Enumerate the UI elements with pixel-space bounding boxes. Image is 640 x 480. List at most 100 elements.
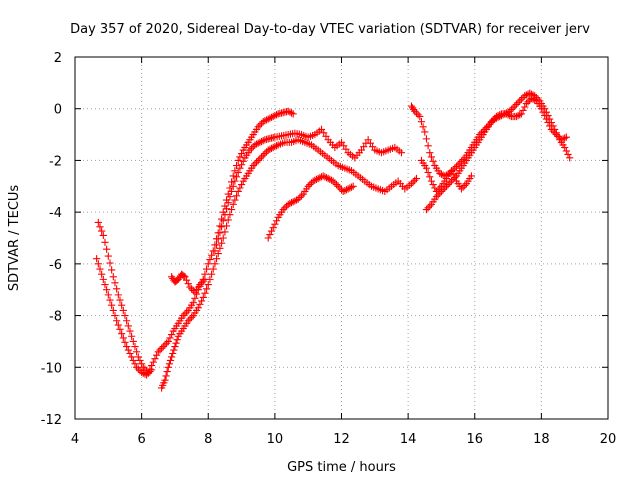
data-point bbox=[194, 304, 202, 312]
data-point-interp bbox=[170, 346, 178, 354]
data-point-interp bbox=[106, 259, 114, 267]
data-point-interp bbox=[124, 346, 132, 354]
data-point-interp bbox=[128, 332, 136, 340]
data-point-interp bbox=[101, 280, 109, 289]
data-point bbox=[516, 97, 524, 105]
data-point-interp bbox=[291, 197, 299, 205]
data-point-interp bbox=[347, 183, 356, 191]
data-point bbox=[229, 172, 237, 180]
data-point bbox=[164, 363, 172, 371]
data-point-interp bbox=[341, 186, 349, 195]
y-tick-label: 0 bbox=[54, 103, 62, 118]
data-point-interp bbox=[141, 370, 149, 378]
x-tick-label: 20 bbox=[600, 432, 617, 447]
data-point-interp bbox=[217, 239, 226, 247]
data-point bbox=[542, 115, 550, 123]
data-point-interp bbox=[103, 245, 111, 253]
data-point bbox=[264, 234, 272, 242]
x-axis-label: GPS time / hours bbox=[287, 460, 396, 475]
data-point bbox=[492, 112, 501, 121]
data-point-interp bbox=[207, 270, 216, 278]
data-point-interp bbox=[446, 179, 454, 187]
data-point-interp bbox=[232, 173, 241, 181]
data-point-interp bbox=[254, 139, 262, 147]
data-point-interp bbox=[187, 313, 196, 321]
data-point-interp bbox=[131, 343, 139, 351]
data-point-interp bbox=[206, 255, 214, 264]
series-track-c bbox=[158, 136, 421, 392]
data-point-interp bbox=[216, 222, 224, 230]
data-point bbox=[324, 174, 332, 183]
y-tick-label: -6 bbox=[49, 258, 62, 273]
data-point-interp bbox=[444, 180, 452, 189]
x-tick-label: 12 bbox=[333, 432, 350, 447]
data-point-interp bbox=[259, 137, 267, 145]
data-point-interp bbox=[312, 175, 321, 183]
data-point-interp bbox=[212, 255, 221, 263]
data-point bbox=[231, 177, 239, 185]
data-point-interp bbox=[101, 238, 109, 246]
data-point-interp bbox=[229, 182, 237, 190]
data-point bbox=[114, 291, 122, 299]
y-tick-label: -8 bbox=[49, 310, 62, 325]
data-point-interp bbox=[163, 339, 171, 347]
data-point-interp bbox=[219, 217, 227, 225]
data-point-interp bbox=[267, 113, 276, 121]
data-point-interp bbox=[247, 144, 256, 152]
data-point-interp bbox=[322, 174, 331, 182]
data-point bbox=[256, 138, 264, 146]
data-point-interp bbox=[409, 178, 417, 186]
data-point-interp bbox=[267, 144, 276, 152]
data-point bbox=[246, 146, 254, 154]
data-point-interp bbox=[454, 161, 462, 169]
data-point-interp bbox=[126, 349, 134, 358]
data-point-interp bbox=[297, 192, 306, 200]
data-point bbox=[254, 123, 262, 131]
data-point-interp bbox=[512, 100, 520, 109]
data-point-interp bbox=[169, 349, 177, 358]
data-point bbox=[304, 182, 312, 190]
y-tick-label: -12 bbox=[41, 413, 62, 428]
data-point bbox=[211, 247, 219, 255]
data-point-interp bbox=[197, 279, 206, 287]
data-point bbox=[108, 301, 116, 309]
data-point-interp bbox=[266, 114, 274, 122]
x-tick-label: 18 bbox=[533, 432, 550, 447]
y-tick-label: -4 bbox=[49, 206, 62, 221]
data-point-interp bbox=[331, 179, 339, 187]
data-point-interp bbox=[267, 227, 276, 235]
data-point bbox=[159, 343, 167, 351]
data-point bbox=[422, 164, 431, 172]
axis-ticks: 4 6 8 10 12 14 16 18 2020-2-4-6-8-10-12 bbox=[41, 51, 617, 447]
data-point bbox=[103, 286, 111, 294]
data-point-interp bbox=[257, 153, 266, 161]
data-point-interp bbox=[551, 129, 559, 137]
data-point-interp bbox=[429, 180, 437, 189]
data-point-interp bbox=[96, 223, 104, 231]
data-point-interp bbox=[172, 339, 180, 347]
data-point-interp bbox=[168, 330, 176, 339]
data-point bbox=[427, 177, 436, 185]
data-point bbox=[561, 143, 569, 152]
y-tick-label: -10 bbox=[41, 361, 62, 376]
data-point-interp bbox=[146, 367, 154, 376]
data-point-interp bbox=[519, 106, 527, 115]
data-point-interp bbox=[227, 205, 236, 214]
data-point bbox=[234, 187, 242, 196]
data-point bbox=[138, 368, 146, 377]
data-point bbox=[259, 118, 267, 126]
data-point bbox=[467, 172, 476, 180]
data-point-interp bbox=[237, 161, 246, 169]
data-point bbox=[517, 110, 525, 118]
data-point-interp bbox=[529, 95, 537, 103]
data-point-interp bbox=[417, 118, 426, 126]
data-point bbox=[537, 105, 545, 113]
data-point-interp bbox=[506, 112, 514, 120]
data-point-interp bbox=[211, 260, 219, 268]
data-point bbox=[562, 133, 570, 141]
data-point-interp bbox=[452, 162, 461, 171]
data-point-interp bbox=[427, 153, 436, 161]
data-point-interp bbox=[202, 265, 211, 273]
data-point-interp bbox=[121, 311, 129, 320]
data-point-interp bbox=[521, 103, 529, 111]
